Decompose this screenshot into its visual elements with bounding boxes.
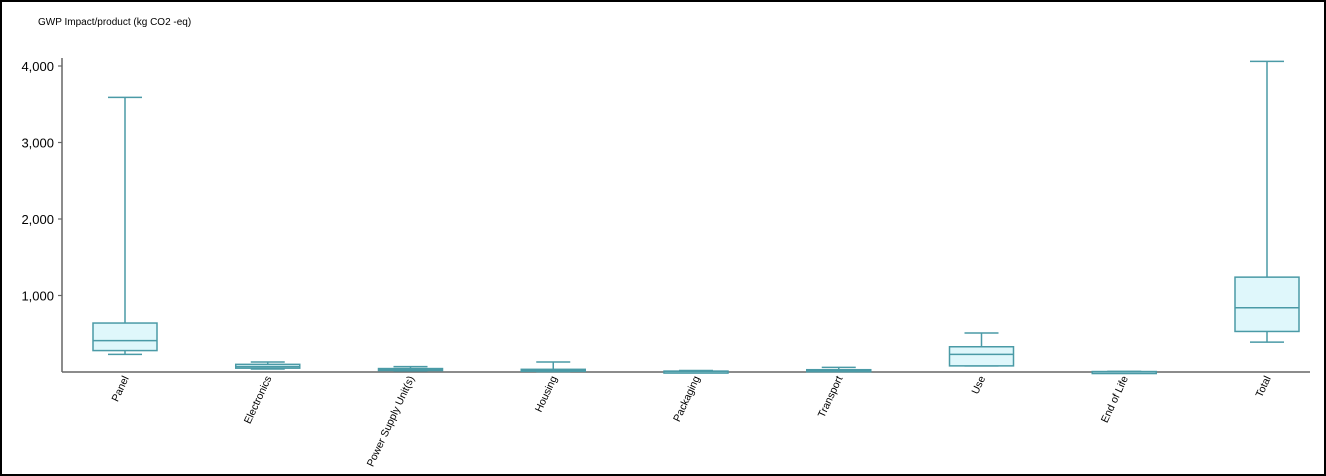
y-tick-label: 2,000 xyxy=(21,212,54,227)
box-end-of-life xyxy=(1091,370,1157,375)
box-panel xyxy=(92,96,158,356)
box-power-supply-unit-s- xyxy=(377,365,444,372)
y-axis-label: GWP Impact/product (kg CO2 -eq) xyxy=(38,17,191,28)
box-use xyxy=(948,332,1015,367)
boxes xyxy=(92,60,1300,375)
x-tick-label: Electronics xyxy=(242,374,275,426)
box-iqr xyxy=(92,322,158,352)
x-tick-label: Transport xyxy=(816,374,846,420)
y-tick-label: 3,000 xyxy=(21,136,54,151)
box-transport xyxy=(806,366,872,373)
box-packaging xyxy=(663,369,729,374)
box-total xyxy=(1234,60,1300,343)
x-tick-label: End of Life xyxy=(1099,374,1131,425)
x-tick-label: Total xyxy=(1253,374,1273,399)
y-tick-label: 4,000 xyxy=(21,59,54,74)
x-tick-labels: Panel Electronics Power Supply Unit(s) Hous… xyxy=(109,374,1273,469)
x-tick-label: Use xyxy=(969,374,988,396)
box-electronics xyxy=(235,361,301,370)
box-housing xyxy=(520,361,586,373)
x-tick-label: Power Supply Unit(s) xyxy=(365,374,418,468)
x-tick-label: Packaging xyxy=(671,374,703,424)
box-iqr xyxy=(948,346,1015,367)
box-iqr xyxy=(1234,276,1300,333)
x-tick-label: Housing xyxy=(533,374,560,414)
axes xyxy=(61,58,1310,373)
x-tick-label: Panel xyxy=(109,374,131,403)
y-ticks: 1,000 2,000 3,000 4,000 xyxy=(21,59,62,304)
y-tick-label: 1,000 xyxy=(21,289,54,304)
